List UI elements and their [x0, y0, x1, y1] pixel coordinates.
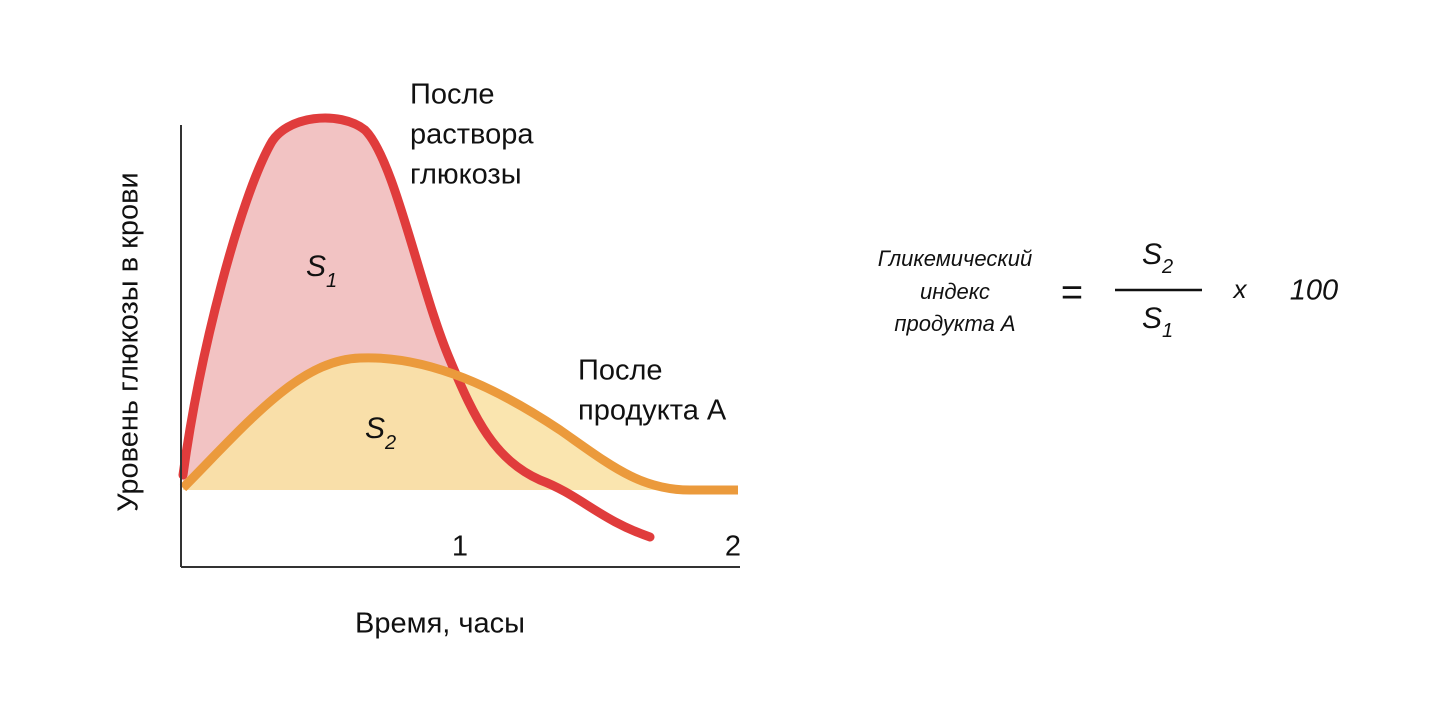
curve-label: После [410, 79, 495, 111]
subscript: 2 [384, 432, 396, 454]
product-curve [179, 353, 738, 495]
curve-label: продукта А [578, 395, 727, 427]
numerator: S2 [1142, 238, 1173, 278]
glucose-curve [178, 113, 655, 542]
formula-name: Гликемический [878, 246, 1033, 271]
formula-name: индекс [920, 279, 990, 304]
curve-label: глюкозы [410, 159, 522, 191]
symbol: S [365, 412, 385, 445]
denominator: S1 [1142, 302, 1173, 342]
factor: 100 [1290, 275, 1338, 307]
formula-name: продукта А [894, 311, 1015, 336]
equals: = [1061, 272, 1083, 314]
curve-label: раствора [410, 119, 534, 151]
s2-area [183, 357, 738, 490]
x-tick-label: 1 [452, 531, 468, 563]
symbol: S [306, 250, 326, 283]
areas [183, 118, 738, 490]
x-axis-label: Время, часы [355, 608, 525, 640]
curve-label: После [578, 355, 663, 387]
subscript: 1 [326, 270, 337, 292]
area-label: S2 [365, 412, 396, 454]
x-tick-label: 2 [725, 531, 741, 563]
symbol: S [1142, 302, 1162, 335]
subscript: 1 [1162, 320, 1173, 342]
y-axis-label: Уровень глюкозы в крови [113, 172, 145, 511]
area-label: S1 [306, 250, 337, 292]
formula: Гликемический индекс продукта А = S2 S1 … [878, 238, 1338, 342]
times: x [1232, 274, 1248, 304]
subscript: 2 [1161, 256, 1173, 278]
symbol: S [1142, 238, 1162, 271]
